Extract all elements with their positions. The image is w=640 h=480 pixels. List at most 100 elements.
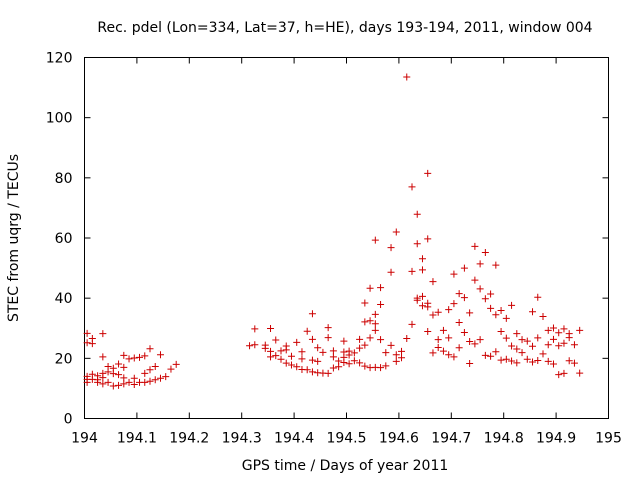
data-point bbox=[382, 362, 390, 370]
data-point bbox=[272, 336, 280, 344]
data-point bbox=[450, 270, 458, 278]
data-point bbox=[272, 352, 280, 360]
data-point bbox=[120, 374, 128, 382]
data-point bbox=[350, 349, 358, 357]
data-point bbox=[109, 382, 117, 390]
data-point bbox=[555, 371, 563, 379]
data-point bbox=[544, 357, 552, 365]
data-point bbox=[523, 355, 531, 363]
data-point bbox=[303, 327, 311, 335]
data-point bbox=[99, 380, 107, 388]
data-point bbox=[267, 353, 275, 361]
data-point bbox=[267, 325, 275, 333]
data-point bbox=[460, 294, 468, 302]
data-point bbox=[429, 278, 437, 286]
data-point bbox=[361, 362, 369, 370]
data-point bbox=[130, 354, 138, 362]
data-point bbox=[497, 307, 505, 315]
data-point bbox=[434, 336, 442, 344]
data-point bbox=[471, 340, 479, 348]
data-point bbox=[298, 348, 306, 356]
data-point bbox=[460, 264, 468, 272]
data-point bbox=[314, 344, 322, 352]
data-point bbox=[377, 284, 385, 292]
data-point bbox=[251, 325, 259, 333]
data-point bbox=[497, 356, 505, 364]
data-point bbox=[377, 300, 385, 308]
data-point bbox=[361, 299, 369, 307]
data-point bbox=[340, 348, 348, 356]
data-point bbox=[398, 347, 406, 355]
y-tick-label: 60 bbox=[55, 231, 73, 247]
data-point bbox=[549, 324, 557, 332]
y-tick-label: 100 bbox=[46, 111, 73, 127]
data-point bbox=[429, 349, 437, 357]
data-point bbox=[329, 353, 337, 361]
data-point bbox=[308, 310, 316, 318]
data-point bbox=[534, 334, 542, 342]
data-point bbox=[377, 336, 385, 344]
data-point bbox=[356, 335, 364, 343]
data-point bbox=[361, 341, 369, 349]
data-point bbox=[335, 357, 343, 365]
data-point bbox=[314, 357, 322, 365]
data-point bbox=[476, 285, 484, 293]
x-tick-label: 194.6 bbox=[379, 431, 419, 447]
y-tick-label: 40 bbox=[55, 291, 73, 307]
data-point bbox=[413, 240, 421, 248]
data-point bbox=[94, 378, 102, 386]
data-point bbox=[476, 260, 484, 268]
data-point bbox=[83, 378, 91, 386]
data-point bbox=[413, 210, 421, 218]
data-point bbox=[261, 344, 269, 352]
data-point bbox=[115, 381, 123, 389]
data-point bbox=[513, 359, 521, 367]
data-point bbox=[130, 374, 138, 382]
data-point bbox=[324, 334, 332, 342]
data-series-stec bbox=[83, 73, 584, 390]
data-point bbox=[570, 359, 578, 367]
data-point bbox=[99, 330, 107, 338]
data-point bbox=[293, 363, 301, 371]
data-point bbox=[523, 337, 531, 345]
data-point bbox=[172, 360, 180, 368]
data-point bbox=[287, 361, 295, 369]
data-point bbox=[408, 267, 416, 275]
data-point bbox=[156, 351, 164, 359]
data-point bbox=[508, 301, 516, 309]
data-point bbox=[544, 341, 552, 349]
data-point bbox=[371, 236, 379, 244]
data-point bbox=[518, 336, 526, 344]
data-point bbox=[424, 169, 432, 177]
x-tick-label: 194.8 bbox=[484, 431, 524, 447]
x-tick-label: 194.7 bbox=[431, 431, 471, 447]
chart-title: Rec. pdel (Lon=334, Lat=37, h=HE), days … bbox=[97, 20, 592, 36]
data-point bbox=[539, 313, 547, 321]
data-point bbox=[429, 311, 437, 319]
data-point bbox=[424, 303, 432, 311]
data-point bbox=[450, 353, 458, 361]
data-point bbox=[534, 356, 542, 364]
data-point bbox=[487, 304, 495, 312]
data-point bbox=[392, 351, 400, 359]
data-point bbox=[282, 342, 290, 350]
x-axis-label: GPS time / Days of year 2011 bbox=[242, 458, 449, 474]
data-point bbox=[83, 329, 91, 337]
data-point bbox=[549, 360, 557, 368]
data-point bbox=[308, 368, 316, 376]
data-point bbox=[246, 342, 254, 350]
data-point bbox=[460, 328, 468, 336]
data-point bbox=[345, 360, 353, 368]
data-point bbox=[534, 293, 542, 301]
data-point bbox=[487, 352, 495, 360]
data-point bbox=[403, 73, 411, 81]
data-point bbox=[361, 318, 369, 326]
x-tick-label: 194.5 bbox=[326, 431, 366, 447]
data-point bbox=[418, 255, 426, 263]
x-tick-label: 194.9 bbox=[536, 431, 576, 447]
data-point bbox=[156, 374, 164, 382]
data-point bbox=[104, 368, 112, 376]
data-point bbox=[492, 348, 500, 356]
data-point bbox=[424, 235, 432, 243]
data-point bbox=[445, 351, 453, 359]
